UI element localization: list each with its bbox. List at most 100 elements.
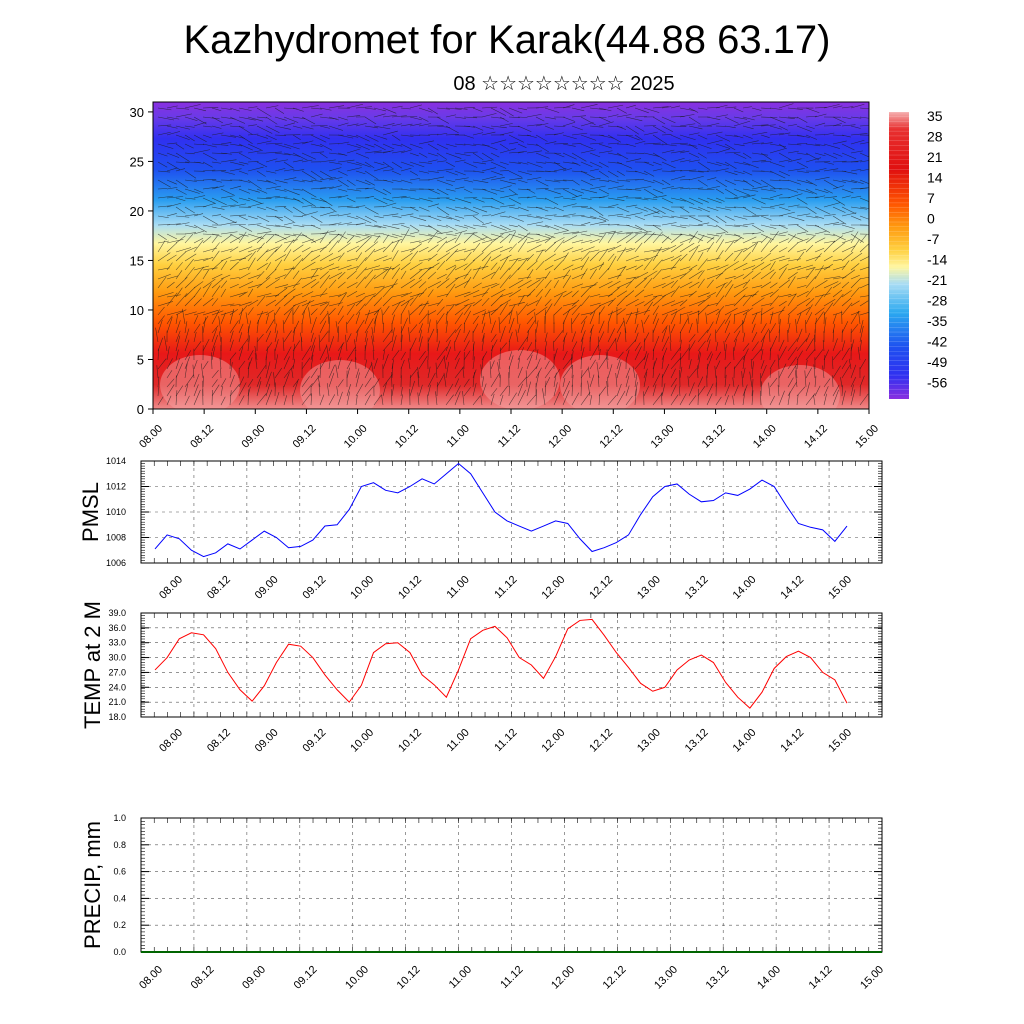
wind-barb <box>598 206 615 208</box>
wind-barb <box>859 358 867 370</box>
wind-barb <box>211 259 224 271</box>
wind-barb <box>247 307 254 316</box>
wind-barb <box>337 231 346 244</box>
temp-x-tick-label: 12.00 <box>539 727 567 755</box>
wind-barb <box>751 124 769 127</box>
wind-barb <box>589 395 592 406</box>
wind-barb <box>823 378 831 388</box>
wind-barb <box>202 361 209 370</box>
pmsl-series-line <box>154 462 848 558</box>
wind-barb <box>688 107 699 113</box>
wind-barb <box>256 197 272 199</box>
wind-barb <box>526 143 539 146</box>
wind-barb <box>193 315 199 325</box>
wind-barb <box>805 267 816 271</box>
wind-barb <box>760 263 771 271</box>
wind-barb <box>571 374 574 388</box>
wind-barb <box>238 338 249 352</box>
wind-barb <box>175 309 187 316</box>
wind-barb <box>715 143 731 149</box>
wind-barb <box>706 206 719 211</box>
wind-barb <box>229 125 245 128</box>
precip-x-tick-label: 12.00 <box>549 964 577 992</box>
wind-barb <box>400 292 412 298</box>
wind-barb <box>616 320 625 334</box>
wind-barb <box>796 291 809 298</box>
wind-barb <box>796 297 811 307</box>
wind-barb <box>454 323 462 334</box>
wind-barb <box>661 355 664 370</box>
wind-barb <box>679 299 688 307</box>
wind-barb <box>724 307 738 316</box>
wind-barb <box>364 293 376 298</box>
wind-barb <box>517 125 532 132</box>
wind-barb <box>301 238 314 244</box>
wind-barb <box>508 116 520 118</box>
wind-barb <box>508 170 523 178</box>
wind-barb <box>436 293 449 298</box>
wind-barb <box>490 177 505 181</box>
pmsl-y-tick-label: 1014 <box>106 456 126 466</box>
wind-barb <box>256 231 272 235</box>
wind-barb <box>184 134 195 142</box>
wind-barb <box>679 318 689 334</box>
wind-barb <box>562 213 576 217</box>
wind-barb <box>364 274 376 289</box>
wind-barb <box>859 283 869 289</box>
wind-barb <box>157 240 166 253</box>
wind-barb <box>427 233 442 239</box>
wind-barb <box>724 320 731 334</box>
wind-barb <box>229 203 247 208</box>
wind-barb <box>490 372 500 388</box>
wind-barb <box>850 252 863 262</box>
wind-barb <box>443 372 447 388</box>
wind-barb <box>778 339 785 352</box>
wind-barb <box>733 215 748 220</box>
wind-barb <box>371 335 375 352</box>
wind-barb <box>418 267 432 280</box>
wind-barb <box>166 242 178 253</box>
wind-barb <box>445 215 460 222</box>
wind-barb <box>157 348 159 361</box>
wind-barb <box>632 366 636 379</box>
precip-x-tick-label: 15.00 <box>858 964 886 992</box>
wind-barb <box>751 272 761 280</box>
wind-barb <box>337 222 352 226</box>
precip-x-tick-label: 10.12 <box>395 964 423 992</box>
heatmap-x-tick-label: 14.00 <box>751 423 779 451</box>
wind-barb <box>229 374 235 388</box>
wind-barb <box>580 246 595 253</box>
wind-barb <box>355 372 360 388</box>
wind-barb <box>688 159 701 163</box>
wind-barb <box>643 224 661 227</box>
precip-x-tick-label: 12.12 <box>601 964 629 992</box>
wind-barb <box>571 132 588 136</box>
wind-barb <box>211 384 220 397</box>
wind-barb <box>715 264 729 271</box>
wind-barb <box>400 123 413 127</box>
wind-barb <box>193 373 200 388</box>
wind-barb <box>166 395 172 406</box>
wind-barb <box>445 329 457 343</box>
wind-barb <box>652 233 663 236</box>
wind-barb <box>760 323 767 334</box>
wind-barb <box>760 291 774 298</box>
wind-barb <box>697 352 701 370</box>
wind-barb <box>229 383 240 397</box>
wind-barb <box>571 384 573 397</box>
wind-barb <box>373 134 388 140</box>
wind-barb <box>661 222 677 226</box>
wind-barb <box>787 143 802 146</box>
wind-barb <box>463 323 466 334</box>
wind-barb <box>310 187 327 190</box>
wind-barb <box>211 273 223 280</box>
wind-barb <box>679 206 690 213</box>
heatmap-y-tick-label: 30 <box>130 105 144 120</box>
wind-barb <box>247 116 264 122</box>
wind-barb <box>292 206 307 216</box>
wind-barb <box>427 281 442 289</box>
wind-barb <box>481 297 490 307</box>
wind-barb <box>472 215 485 224</box>
wind-barb <box>346 134 359 138</box>
wind-barb <box>769 133 784 136</box>
